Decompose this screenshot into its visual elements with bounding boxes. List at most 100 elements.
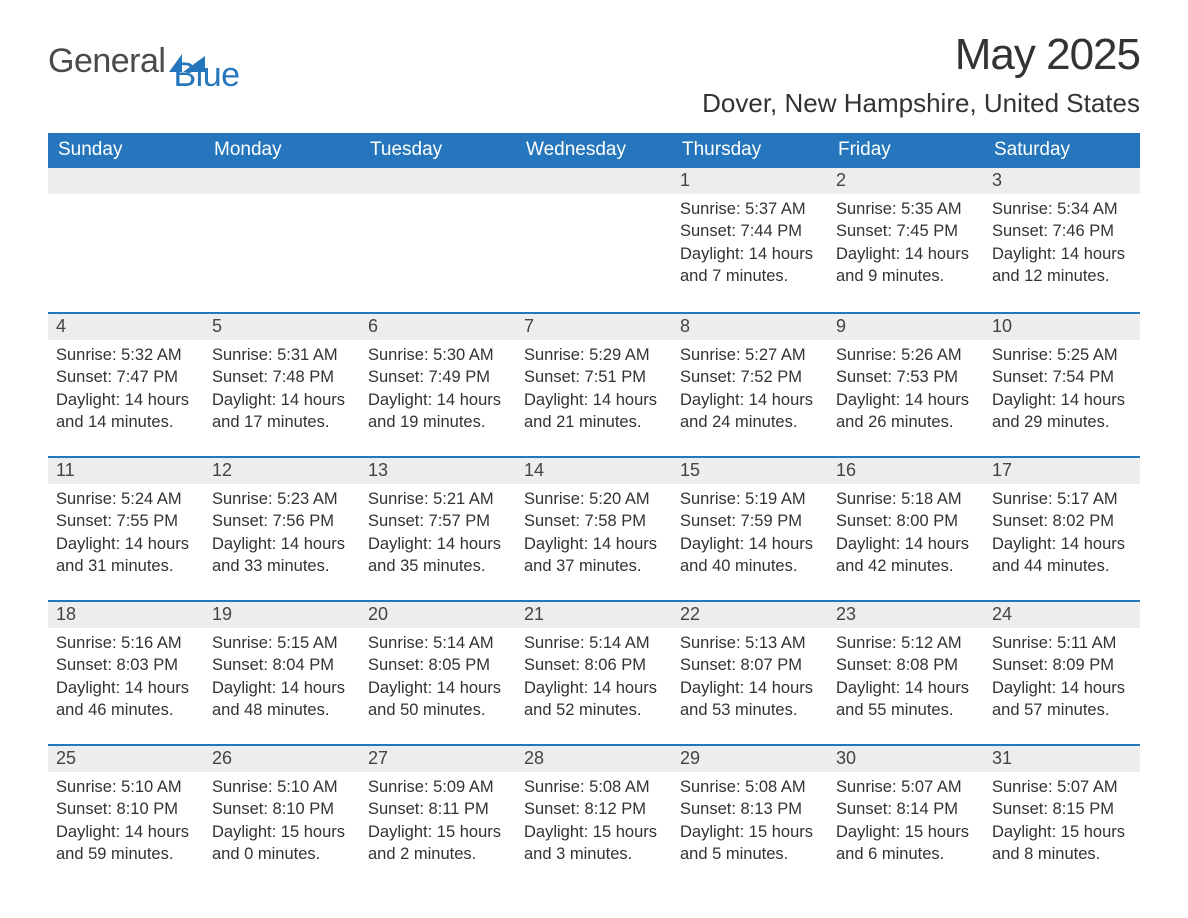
calendar-cell: 20Sunrise: 5:14 AMSunset: 8:05 PMDayligh…	[360, 600, 516, 744]
day-details: Sunrise: 5:12 AMSunset: 8:08 PMDaylight:…	[828, 628, 984, 725]
sunset-line: Sunset: 8:10 PM	[212, 798, 352, 820]
day-number: 18	[48, 600, 204, 628]
logo-text-general: General	[48, 42, 165, 81]
calendar-cell: 21Sunrise: 5:14 AMSunset: 8:06 PMDayligh…	[516, 600, 672, 744]
calendar-cell: 23Sunrise: 5:12 AMSunset: 8:08 PMDayligh…	[828, 600, 984, 744]
day-number: 3	[984, 168, 1140, 194]
day-number: 8	[672, 312, 828, 340]
day-number: 12	[204, 456, 360, 484]
sunset-line: Sunset: 7:52 PM	[680, 366, 820, 388]
empty-day-bar	[204, 168, 360, 194]
calendar-cell: 24Sunrise: 5:11 AMSunset: 8:09 PMDayligh…	[984, 600, 1140, 744]
calendar-week: 1Sunrise: 5:37 AMSunset: 7:44 PMDaylight…	[48, 168, 1140, 312]
day-number: 13	[360, 456, 516, 484]
sunrise-line: Sunrise: 5:19 AM	[680, 488, 820, 510]
day-number: 15	[672, 456, 828, 484]
sunset-line: Sunset: 8:09 PM	[992, 654, 1132, 676]
daylight-line: Daylight: 14 hours and 35 minutes.	[368, 533, 508, 578]
daylight-line: Daylight: 14 hours and 17 minutes.	[212, 389, 352, 434]
day-details: Sunrise: 5:15 AMSunset: 8:04 PMDaylight:…	[204, 628, 360, 725]
sunset-line: Sunset: 7:48 PM	[212, 366, 352, 388]
day-details: Sunrise: 5:32 AMSunset: 7:47 PMDaylight:…	[48, 340, 204, 437]
sunset-line: Sunset: 8:03 PM	[56, 654, 196, 676]
day-details: Sunrise: 5:17 AMSunset: 8:02 PMDaylight:…	[984, 484, 1140, 581]
calendar-body: 1Sunrise: 5:37 AMSunset: 7:44 PMDaylight…	[48, 168, 1140, 888]
day-number: 6	[360, 312, 516, 340]
header: General Blue May 2025 Dover, New Hampshi…	[48, 30, 1140, 119]
calendar-cell: 8Sunrise: 5:27 AMSunset: 7:52 PMDaylight…	[672, 312, 828, 456]
daylight-line: Daylight: 14 hours and 26 minutes.	[836, 389, 976, 434]
sunset-line: Sunset: 7:45 PM	[836, 220, 976, 242]
sunrise-line: Sunrise: 5:35 AM	[836, 198, 976, 220]
calendar-cell: 29Sunrise: 5:08 AMSunset: 8:13 PMDayligh…	[672, 744, 828, 888]
day-details: Sunrise: 5:07 AMSunset: 8:15 PMDaylight:…	[984, 772, 1140, 869]
weekday-header: Friday	[828, 133, 984, 168]
month-title: May 2025	[702, 30, 1140, 80]
sunrise-line: Sunrise: 5:15 AM	[212, 632, 352, 654]
day-number: 19	[204, 600, 360, 628]
weekday-header: Thursday	[672, 133, 828, 168]
daylight-line: Daylight: 14 hours and 48 minutes.	[212, 677, 352, 722]
day-details: Sunrise: 5:13 AMSunset: 8:07 PMDaylight:…	[672, 628, 828, 725]
sunrise-line: Sunrise: 5:21 AM	[368, 488, 508, 510]
sunrise-line: Sunrise: 5:12 AM	[836, 632, 976, 654]
calendar-cell	[516, 168, 672, 312]
day-details: Sunrise: 5:23 AMSunset: 7:56 PMDaylight:…	[204, 484, 360, 581]
sunrise-line: Sunrise: 5:20 AM	[524, 488, 664, 510]
day-details: Sunrise: 5:25 AMSunset: 7:54 PMDaylight:…	[984, 340, 1140, 437]
sunrise-line: Sunrise: 5:24 AM	[56, 488, 196, 510]
daylight-line: Daylight: 14 hours and 31 minutes.	[56, 533, 196, 578]
calendar-cell: 9Sunrise: 5:26 AMSunset: 7:53 PMDaylight…	[828, 312, 984, 456]
calendar-cell: 13Sunrise: 5:21 AMSunset: 7:57 PMDayligh…	[360, 456, 516, 600]
sunrise-line: Sunrise: 5:07 AM	[992, 776, 1132, 798]
daylight-line: Daylight: 14 hours and 57 minutes.	[992, 677, 1132, 722]
sunrise-line: Sunrise: 5:37 AM	[680, 198, 820, 220]
daylight-line: Daylight: 14 hours and 21 minutes.	[524, 389, 664, 434]
daylight-line: Daylight: 14 hours and 14 minutes.	[56, 389, 196, 434]
sunset-line: Sunset: 8:00 PM	[836, 510, 976, 532]
day-details: Sunrise: 5:35 AMSunset: 7:45 PMDaylight:…	[828, 194, 984, 291]
calendar-cell: 18Sunrise: 5:16 AMSunset: 8:03 PMDayligh…	[48, 600, 204, 744]
weekday-header: Sunday	[48, 133, 204, 168]
calendar-cell: 14Sunrise: 5:20 AMSunset: 7:58 PMDayligh…	[516, 456, 672, 600]
day-details: Sunrise: 5:34 AMSunset: 7:46 PMDaylight:…	[984, 194, 1140, 291]
day-number: 28	[516, 744, 672, 772]
daylight-line: Daylight: 14 hours and 24 minutes.	[680, 389, 820, 434]
calendar-cell: 31Sunrise: 5:07 AMSunset: 8:15 PMDayligh…	[984, 744, 1140, 888]
day-details: Sunrise: 5:30 AMSunset: 7:49 PMDaylight:…	[360, 340, 516, 437]
day-number: 27	[360, 744, 516, 772]
empty-day-bar	[360, 168, 516, 194]
sunset-line: Sunset: 8:12 PM	[524, 798, 664, 820]
calendar-cell: 7Sunrise: 5:29 AMSunset: 7:51 PMDaylight…	[516, 312, 672, 456]
day-details: Sunrise: 5:14 AMSunset: 8:05 PMDaylight:…	[360, 628, 516, 725]
sunset-line: Sunset: 7:53 PM	[836, 366, 976, 388]
sunrise-line: Sunrise: 5:29 AM	[524, 344, 664, 366]
calendar-cell: 22Sunrise: 5:13 AMSunset: 8:07 PMDayligh…	[672, 600, 828, 744]
day-number: 24	[984, 600, 1140, 628]
sunrise-line: Sunrise: 5:10 AM	[56, 776, 196, 798]
day-details: Sunrise: 5:20 AMSunset: 7:58 PMDaylight:…	[516, 484, 672, 581]
day-details: Sunrise: 5:24 AMSunset: 7:55 PMDaylight:…	[48, 484, 204, 581]
calendar-cell: 10Sunrise: 5:25 AMSunset: 7:54 PMDayligh…	[984, 312, 1140, 456]
sunset-line: Sunset: 7:58 PM	[524, 510, 664, 532]
calendar-cell: 16Sunrise: 5:18 AMSunset: 8:00 PMDayligh…	[828, 456, 984, 600]
calendar-week: 11Sunrise: 5:24 AMSunset: 7:55 PMDayligh…	[48, 456, 1140, 600]
sunset-line: Sunset: 8:07 PM	[680, 654, 820, 676]
calendar-head: SundayMondayTuesdayWednesdayThursdayFrid…	[48, 133, 1140, 168]
sunrise-line: Sunrise: 5:08 AM	[524, 776, 664, 798]
calendar-cell: 28Sunrise: 5:08 AMSunset: 8:12 PMDayligh…	[516, 744, 672, 888]
sunset-line: Sunset: 7:47 PM	[56, 366, 196, 388]
sunset-line: Sunset: 7:44 PM	[680, 220, 820, 242]
day-number: 11	[48, 456, 204, 484]
day-number: 22	[672, 600, 828, 628]
calendar-cell: 5Sunrise: 5:31 AMSunset: 7:48 PMDaylight…	[204, 312, 360, 456]
sunrise-line: Sunrise: 5:34 AM	[992, 198, 1132, 220]
day-number: 10	[984, 312, 1140, 340]
daylight-line: Daylight: 15 hours and 8 minutes.	[992, 821, 1132, 866]
daylight-line: Daylight: 14 hours and 7 minutes.	[680, 243, 820, 288]
calendar-cell: 17Sunrise: 5:17 AMSunset: 8:02 PMDayligh…	[984, 456, 1140, 600]
location-text: Dover, New Hampshire, United States	[702, 88, 1140, 119]
daylight-line: Daylight: 15 hours and 0 minutes.	[212, 821, 352, 866]
daylight-line: Daylight: 14 hours and 40 minutes.	[680, 533, 820, 578]
day-details: Sunrise: 5:11 AMSunset: 8:09 PMDaylight:…	[984, 628, 1140, 725]
